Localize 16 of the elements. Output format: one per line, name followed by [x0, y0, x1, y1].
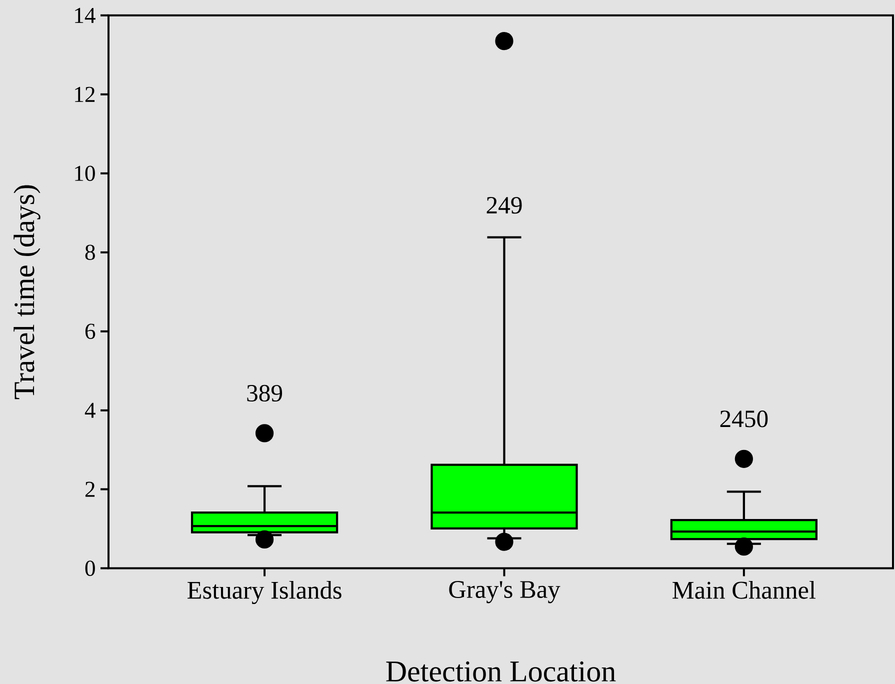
y-tick-label: 12	[75, 86, 95, 102]
annotation: 389	[247, 384, 282, 402]
x-axis-title: Detection Location	[386, 661, 616, 682]
x-tick-label: Gray's Bay	[449, 581, 560, 604]
y-tick-label: 6	[85, 324, 96, 339]
y-tick-label: 4	[84, 402, 96, 418]
y-axis-title: Travel time (days)	[14, 185, 40, 400]
x-tick-label: Main Channel	[672, 581, 816, 599]
y-tick-label: 10	[75, 166, 95, 182]
annotation: 2450	[720, 410, 768, 428]
annotation: 249	[486, 197, 522, 214]
x-tick-label: Estuary Islands	[188, 581, 342, 604]
y-tick-label: 2	[85, 482, 95, 497]
y-tick-label: 8	[85, 244, 95, 260]
y-tick-label: 0	[85, 560, 95, 576]
y-tick-label: 14	[75, 8, 96, 23]
